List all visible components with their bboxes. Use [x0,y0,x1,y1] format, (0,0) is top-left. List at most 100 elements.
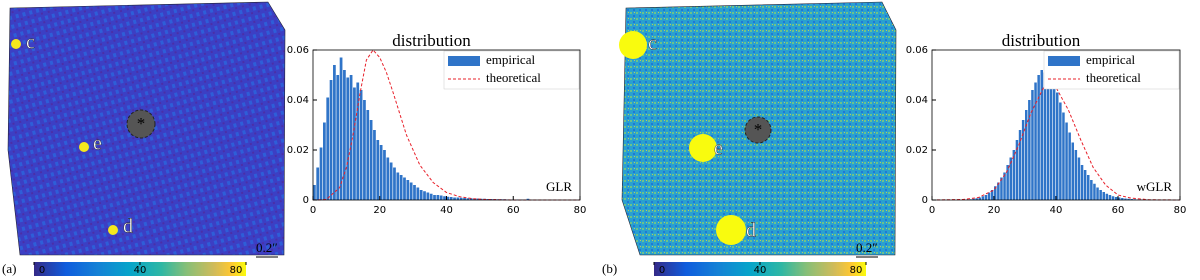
bar [379,145,383,200]
bar [1015,140,1019,200]
scale-label: 0.2″ [856,240,878,255]
bar [526,198,530,200]
bar [1003,172,1006,200]
x-tick-label: 80 [1174,205,1187,216]
bar [423,191,426,200]
legend-label: empirical [1086,52,1135,67]
bar [383,150,386,200]
bar [978,197,981,200]
bar [1118,197,1121,200]
bar [346,77,350,200]
bar [399,175,403,200]
bar [1102,192,1105,200]
y-tick-label: 0.02 [906,145,928,156]
y-tick-label: 0.06 [906,45,928,56]
y-tick-label: 0.06 [287,45,309,56]
bar [416,187,420,200]
bar [1012,150,1016,200]
bar [449,197,453,200]
marker-label: c [648,33,657,55]
bar [972,198,975,200]
panel-label: (b) [602,261,617,276]
bar [1068,132,1071,200]
x-tick-label: 40 [1050,205,1063,216]
bar [366,110,370,200]
y-tick-label: 0.04 [287,95,309,106]
bar [429,193,433,200]
bar [456,197,460,200]
legend-swatch [1048,56,1080,66]
x-tick-label: 20 [373,205,386,216]
y-tick-label: 0 [922,195,928,206]
colorbar-tick-label: 80 [850,265,863,276]
svg-text:*: * [137,114,146,133]
bar [1080,165,1084,200]
bar [1114,197,1118,200]
bar [1087,175,1090,200]
bar [1031,90,1034,200]
colorbar-tick-label: 0 [659,265,665,276]
bar [981,196,985,200]
bar [984,195,988,200]
bar [403,177,406,200]
bar [369,120,373,200]
bar [363,100,366,200]
x-axis-label: GLR [546,179,572,194]
bar [466,198,470,200]
bar [1124,198,1127,200]
bar [1071,142,1074,200]
bar [386,157,390,200]
marker-label: e [93,133,102,155]
bar [1074,150,1078,200]
bar [1056,92,1059,200]
colorbar-tick-label: 40 [754,265,767,276]
bar [1021,120,1025,200]
image-b: * [619,1,897,276]
bar [476,198,480,200]
y-tick-label: 0.02 [287,145,309,156]
svg-text:*: * [754,120,763,139]
bar [1096,187,1099,200]
bar [1111,196,1115,200]
bar [353,87,356,200]
bar [1046,75,1050,200]
colorbar-tick-label: 0 [39,265,45,276]
bar [439,195,443,200]
marker-label: e [714,138,723,160]
bar [419,190,423,200]
bar [389,162,393,200]
bar [323,122,326,200]
bar [336,75,340,200]
x-tick-label: 60 [1112,205,1125,216]
bar [1105,193,1109,200]
image-a: * [7,1,286,276]
bar [1037,75,1040,200]
bar [990,190,994,200]
bar [459,197,463,200]
bar [333,65,336,200]
bar [359,90,363,200]
chart-title: distribution [392,31,471,50]
y-tick-label: 0 [303,195,309,206]
x-tick-label: 40 [440,205,453,216]
bar [1028,100,1031,200]
bar [396,172,400,200]
bar [1065,122,1068,200]
bar [1130,199,1133,200]
marker-label: c [26,32,35,54]
bar [436,195,440,200]
x-tick-label: 0 [310,205,316,216]
bar [339,57,343,200]
bar [994,186,997,200]
bar [349,75,353,200]
legend-label: theoretical [486,70,541,85]
bar [376,140,380,200]
bar [446,196,450,200]
marker-label: d [746,220,756,242]
bar [997,182,1000,200]
bar [463,198,466,200]
bar [1059,102,1062,200]
marker-label: d [123,216,133,238]
bar [1009,157,1012,200]
